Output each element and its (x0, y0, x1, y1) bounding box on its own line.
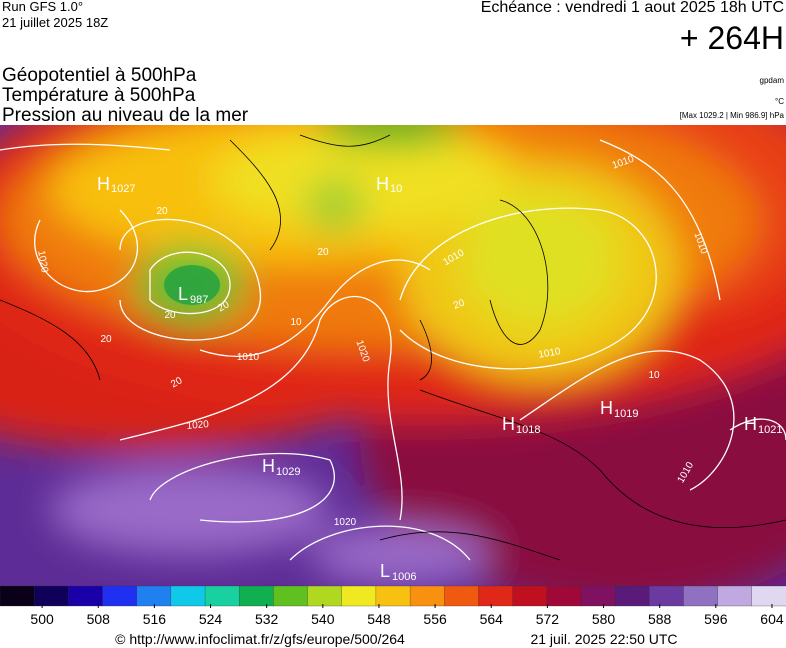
colorbar-tick-label: 580 (592, 611, 616, 627)
colorbar-swatch (751, 585, 786, 607)
contour-label: 20 (164, 310, 176, 321)
colorbar-swatch (0, 585, 35, 607)
colorbar-swatch (683, 585, 719, 607)
colorbar-tick-label: 516 (143, 611, 167, 627)
colorbar-swatch (444, 585, 480, 607)
colorbar-tick-label: 572 (536, 611, 560, 627)
contour-label: 1020 (186, 419, 210, 432)
run: Run GFS 1.0° (2, 0, 83, 14)
colorbar-swatch (307, 585, 343, 607)
center-type: L (178, 284, 188, 304)
title: Pression au niveau de la mer (2, 105, 249, 126)
unit: °C (775, 97, 784, 106)
colorbar-swatch (273, 585, 309, 607)
colorbar-tick-label: 548 (367, 611, 391, 627)
colorbar-swatch (34, 585, 69, 607)
colorbar-swatch (580, 585, 616, 607)
colorbar-tick-label: 524 (199, 611, 223, 627)
colorbar-tick-label: 588 (648, 611, 672, 627)
run-date: 21 juillet 2025 18Z (2, 15, 108, 30)
map: H 1027 H 10 L 987 H 1029 H 1018 H 1019 H… (0, 125, 786, 586)
center-type: H (376, 174, 389, 194)
colorbar-tick-label: 596 (704, 611, 728, 627)
valid-time: Echéance : vendredi 1 aout 2025 18h UTC (481, 0, 784, 16)
colorbar-swatch (136, 585, 172, 607)
center-value: 987 (190, 294, 208, 306)
colorbar-tick-label: 564 (480, 611, 504, 627)
center-value: 1029 (276, 466, 300, 478)
center-value: 1027 (111, 183, 135, 195)
contour-label: 1020 (334, 517, 357, 528)
contour-label: 20 (169, 375, 185, 390)
colorbar-tick-label: 532 (255, 611, 279, 627)
colorbar-swatch (614, 585, 650, 607)
colorbar-swatch (68, 585, 104, 607)
center-type: H (600, 398, 613, 418)
contour-label: 20 (452, 297, 467, 311)
source-url: © http://www.infoclimat.fr/z/gfs/europe/… (115, 631, 405, 647)
colorbar-tick-label: 500 (30, 611, 54, 627)
contour-label: 1010 (237, 352, 260, 363)
colorbar-swatch (239, 585, 275, 607)
center-value: 1019 (614, 408, 638, 420)
colorbar-tick-label: 508 (87, 611, 111, 627)
center-type: H (262, 456, 275, 476)
contour-label: 1010 (538, 346, 562, 361)
contour-label: 10 (648, 370, 660, 381)
contour-label: 20 (156, 206, 168, 217)
colorbar-swatch (204, 585, 240, 607)
lead-time: + 264H (680, 20, 784, 56)
unit: gpdam (760, 76, 785, 85)
colorbar-swatch (649, 585, 685, 607)
colorbar-swatch (478, 585, 514, 607)
contour-label: 1020 (35, 250, 50, 274)
colorbar-swatch (717, 585, 753, 607)
contour-label: 20 (317, 247, 329, 258)
timestamp: 21 juil. 2025 22:50 UTC (530, 631, 677, 647)
contour-label: 20 (216, 299, 232, 314)
center-type: H (502, 414, 515, 434)
colorbar-swatch (546, 585, 582, 607)
colorbar-swatch (375, 585, 411, 607)
center-value: 1021 (758, 424, 782, 436)
colorbar-swatch (512, 585, 548, 607)
center-value: 1018 (516, 424, 540, 436)
center-type: L (380, 561, 390, 581)
title: Géopotentiel à 500hPa (2, 65, 197, 86)
title: Température à 500hPa (2, 85, 196, 106)
colorbar-swatch (409, 585, 445, 607)
colorbar-swatch (102, 585, 138, 607)
colorbar-tick-label: 540 (311, 611, 335, 627)
colorbar-swatch (170, 585, 206, 607)
center-type: H (97, 174, 110, 194)
colorbar-tick-label: 556 (423, 611, 447, 627)
unit: [Max 1029.2 | Min 986.9] hPa (680, 111, 785, 120)
center-type: H (744, 414, 757, 434)
colorbar-swatch (341, 585, 377, 607)
center-value: 1006 (392, 571, 416, 583)
colorbar-tick-label: 604 (760, 611, 784, 627)
contour-label: 20 (100, 334, 112, 345)
contour-label: 10 (290, 317, 302, 328)
center-value: 10 (390, 183, 402, 195)
